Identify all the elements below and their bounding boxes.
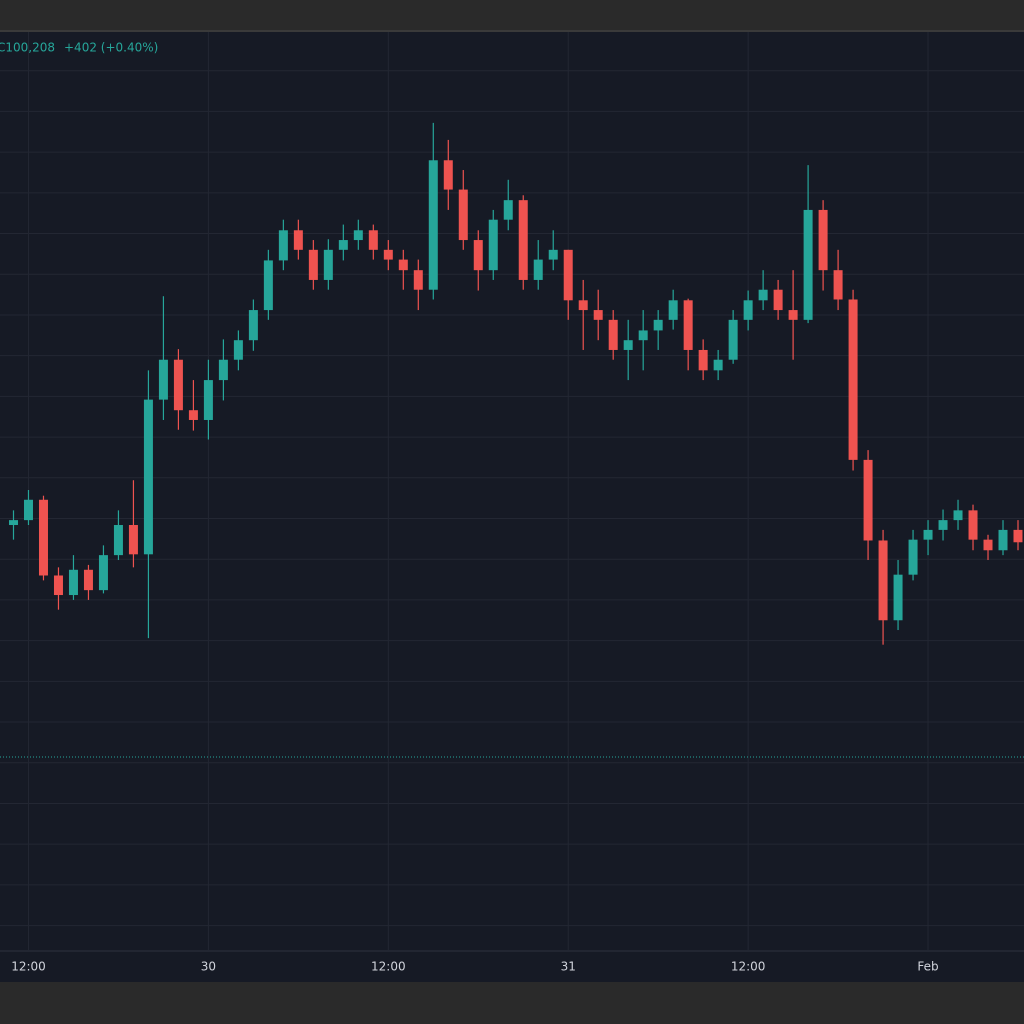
candle-body [203,380,213,420]
x-tick-label: Feb [917,960,938,974]
candle-body [173,359,183,411]
candle-body [713,359,723,371]
candle-body [68,569,78,596]
candle-body [788,310,798,320]
candle-body [263,260,273,311]
candle-body [518,200,528,280]
candle-body [773,289,783,311]
candle-body [53,575,63,596]
candle-body [728,319,738,360]
candle-body [623,340,633,350]
candle-body [938,520,948,530]
candle-body [278,230,288,261]
candle-body [683,300,693,350]
candle-body [833,270,843,300]
candle-body [563,249,573,301]
candle-body [533,259,543,280]
candle-body [383,249,393,260]
candle-body [983,539,993,551]
candle-body [698,349,708,371]
x-tick-label: 30 [201,960,216,974]
candle-body [218,359,228,381]
x-tick-label: 31 [561,960,576,974]
candle-body [923,529,933,540]
candle-body [998,529,1008,551]
legend-close: C100,208 [0,41,55,55]
candle-body [8,520,18,526]
top-bar [0,0,1024,30]
candle-body [593,310,603,320]
candle-body [353,230,363,241]
candle-body [443,160,453,190]
candle-body [158,359,168,400]
candle-body [668,300,678,320]
candle-body [863,459,873,541]
candle-body [233,340,243,360]
candle-body [98,555,108,591]
grid [0,32,1024,950]
candle-body [968,510,978,540]
candle-body [1013,529,1023,543]
candle-body [398,259,408,271]
candle-body [248,310,258,341]
candle-body [188,410,198,420]
candle-body [758,289,768,301]
candle-body [578,300,588,311]
candle-body [638,330,648,341]
candle-body [413,270,423,290]
top-border [0,30,1024,32]
candle-body [548,249,558,260]
candle-body [653,319,663,331]
candle-body [38,499,48,576]
candle-body [458,189,468,241]
x-tick-label: 12:00 [731,960,766,974]
candle-body [848,299,858,460]
labels: C100,208 +402 (+0.40%) 12:00 30 12:00 31 12:… [0,41,939,974]
candle-body [503,200,513,220]
candle-body [23,499,33,521]
candle-body [308,249,318,280]
chart-pane [0,32,1024,982]
candle-body [608,319,618,350]
candle-body [143,399,153,555]
candle-body [743,300,753,320]
candle-body [128,525,138,555]
x-tick-label: 12:00 [11,960,46,974]
candle-body [428,160,438,290]
legend-change: +402 (+0.40%) [64,41,158,55]
candle-body [818,209,828,271]
candle-body [113,525,123,556]
candle-body [893,574,903,621]
candle-body [488,219,498,271]
bottom-bar [0,982,1024,1024]
candle-body [323,249,333,280]
candle-body [83,569,93,591]
candle-body [293,230,303,250]
candle-body [953,510,963,521]
candle-body [368,230,378,250]
candle-body [338,240,348,250]
candle-body [803,209,813,320]
x-tick-label: 12:00 [371,960,406,974]
candle-body [473,240,483,271]
candle-body [908,539,918,575]
candles [8,122,1023,645]
candle-body [878,540,888,621]
